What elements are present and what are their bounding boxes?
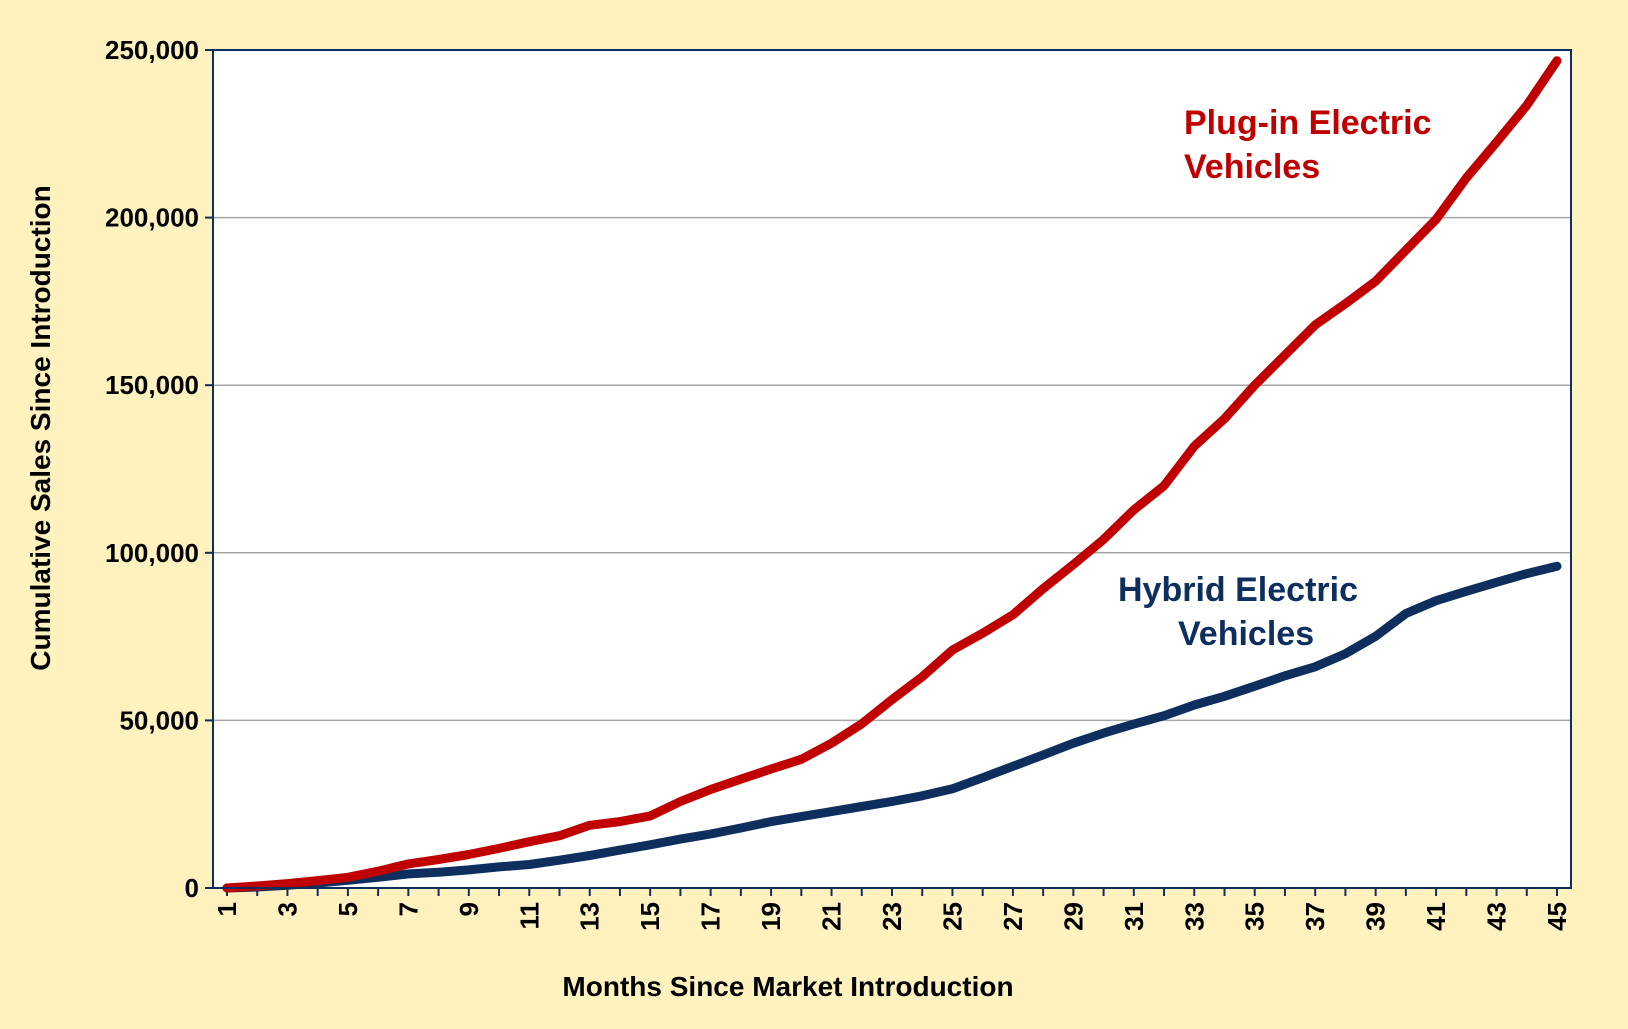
x-tick-label: 29 <box>1058 902 1088 931</box>
y-tick-label: 250,000 <box>105 35 199 65</box>
x-axis-title: Months Since Market Introduction <box>562 971 1013 1002</box>
x-tick-label: 13 <box>575 902 605 931</box>
x-tick-label: 1 <box>212 902 242 916</box>
x-axis-ticks: 1 3 5 7 9 11 13 15 17 19 21 23 25 27 29 31 33 35 37 39 41 43 4… <box>212 888 1572 931</box>
y-axis-ticks: 0 50,000 100,000 150,000 200,000 250,000 <box>105 35 213 903</box>
series-label-hybrid-line-1: Hybrid Electric <box>1118 571 1358 609</box>
x-tick-label: 21 <box>817 902 847 931</box>
plot-border <box>212 49 1572 889</box>
y-tick-label: 150,000 <box>105 370 199 400</box>
x-tick-label: 33 <box>1179 902 1209 931</box>
x-tick-label: 15 <box>635 902 665 931</box>
x-tick-label: 27 <box>998 902 1028 931</box>
x-tick-label: 37 <box>1300 902 1330 931</box>
y-axis-title: Cumulative Sales Since Introduction <box>25 185 56 670</box>
x-tick-label: 39 <box>1361 902 1391 931</box>
x-tick-label: 11 <box>514 902 544 930</box>
x-tick-label: 35 <box>1240 902 1270 931</box>
x-tick-label: 5 <box>333 902 363 916</box>
x-tick-label: 9 <box>454 902 484 916</box>
series-label-plug-in-line-2: Vehicles <box>1184 148 1320 186</box>
y-tick-label: 100,000 <box>105 538 199 568</box>
x-tick-label: 31 <box>1119 902 1149 931</box>
x-tick-label: 19 <box>756 902 786 931</box>
x-tick-label: 43 <box>1482 902 1512 931</box>
series-line-hybrid <box>222 561 1562 893</box>
series-label-plug-in-line-1: Plug-in Electric <box>1184 104 1432 142</box>
series-line-plug-in <box>222 56 1562 893</box>
x-tick-label: 25 <box>937 902 967 931</box>
y-tick-label: 200,000 <box>105 203 199 233</box>
gridlines <box>213 216 1571 722</box>
series-label-hybrid: Hybrid Electric Vehicles <box>1118 571 1367 653</box>
x-tick-label: 7 <box>393 902 423 916</box>
x-tick-label: 45 <box>1542 902 1572 931</box>
x-tick-label: 17 <box>696 902 726 931</box>
plot-area <box>213 50 1571 888</box>
series-lines <box>222 56 1562 893</box>
series-label-hybrid-line-2: Vehicles <box>1178 615 1314 653</box>
x-tick-label: 41 <box>1421 902 1451 931</box>
y-tick-label: 50,000 <box>119 705 199 735</box>
y-tick-label: 0 <box>185 873 199 903</box>
series-label-plug-in: Plug-in Electric Vehicles <box>1184 104 1441 186</box>
x-tick-label: 23 <box>877 902 907 931</box>
x-tick-label: 3 <box>272 902 302 916</box>
